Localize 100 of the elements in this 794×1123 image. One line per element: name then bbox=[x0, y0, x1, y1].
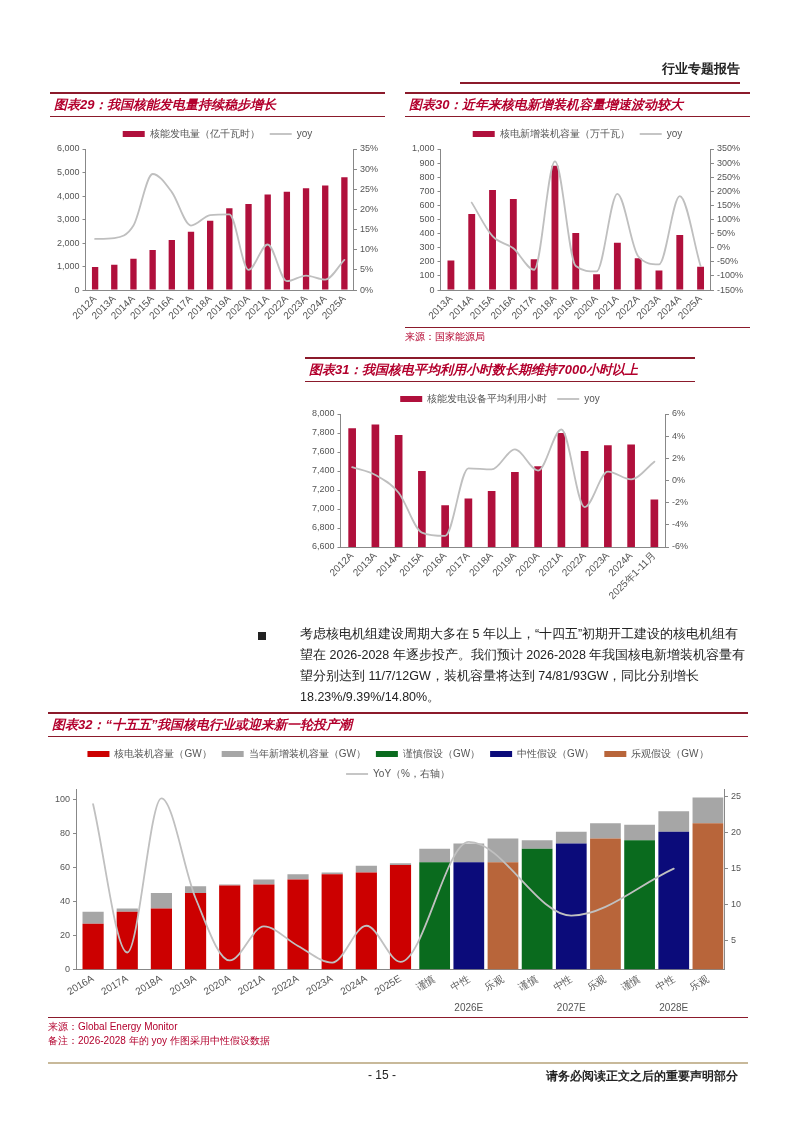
y-tick-label: 1,000 bbox=[411, 143, 435, 154]
y2-tick-label: -100% bbox=[716, 270, 743, 281]
legend-label: YoY（%，右轴） bbox=[373, 767, 450, 779]
y-tick-label: 6,000 bbox=[56, 143, 80, 154]
bar bbox=[419, 848, 451, 863]
line-series bbox=[94, 173, 346, 283]
y-tick-label: 1,000 bbox=[56, 261, 80, 272]
bar bbox=[555, 831, 587, 844]
x-tick-label: 乐观 bbox=[585, 972, 608, 993]
y-tick-label: 7,600 bbox=[311, 446, 335, 457]
source-note: 来源：Global Energy Monitor bbox=[48, 1021, 178, 1032]
bar bbox=[150, 893, 172, 909]
bar bbox=[521, 840, 553, 849]
bar bbox=[624, 824, 655, 841]
y2-tick-label: 350% bbox=[716, 143, 741, 154]
chart-title: 图表31：我国核电平均利用小时数长期维持7000小时以上 bbox=[305, 357, 695, 382]
bar bbox=[116, 908, 138, 912]
y-tick-label: 0 bbox=[74, 284, 80, 295]
y-tick-label: 400 bbox=[419, 228, 435, 239]
line-series bbox=[470, 160, 702, 273]
bar bbox=[184, 893, 207, 970]
y2-tick-label: 10% bbox=[359, 244, 378, 255]
bar bbox=[590, 823, 621, 839]
y-tick-label: 7,400 bbox=[311, 465, 335, 476]
y2-tick-label: 0% bbox=[672, 474, 686, 485]
bar bbox=[187, 231, 195, 290]
bar bbox=[593, 274, 600, 290]
legend-label: 乐观假设（GW） bbox=[631, 747, 709, 759]
bar bbox=[245, 204, 252, 290]
bar bbox=[82, 911, 104, 924]
bar bbox=[184, 886, 207, 894]
y2-tick-label: 25 bbox=[730, 790, 741, 801]
y-tick-label: 900 bbox=[419, 157, 435, 168]
line-series bbox=[351, 428, 656, 537]
y2-tick-label: 0% bbox=[716, 242, 730, 253]
y-tick-label: 0 bbox=[65, 964, 71, 975]
bar bbox=[355, 872, 377, 970]
bar bbox=[253, 884, 275, 970]
legend-label: 中性假设（GW） bbox=[517, 747, 595, 759]
x-tick-label: 中性 bbox=[550, 972, 574, 993]
bar bbox=[509, 199, 517, 290]
y2-tick-label: 100% bbox=[716, 214, 741, 225]
bar bbox=[692, 797, 724, 824]
y2-tick-label: 200% bbox=[716, 185, 741, 196]
legend-label: 谨慎假设（GW） bbox=[402, 747, 481, 759]
chart-title: 图表32：“十五五”我国核电行业或迎来新一轮投产潮 bbox=[48, 712, 748, 737]
bar bbox=[489, 189, 496, 290]
bar bbox=[283, 191, 291, 290]
bar bbox=[226, 208, 233, 290]
text: 2028E bbox=[659, 1001, 689, 1013]
bar bbox=[91, 267, 99, 290]
bar bbox=[419, 862, 451, 970]
legend-label: yoy bbox=[296, 127, 313, 139]
bar bbox=[697, 266, 705, 290]
bar bbox=[207, 220, 214, 290]
y2-tick-label: -2% bbox=[672, 497, 689, 508]
bar bbox=[572, 232, 580, 290]
bar bbox=[487, 838, 519, 863]
bar bbox=[130, 258, 137, 290]
bar bbox=[355, 865, 377, 873]
bar bbox=[521, 848, 553, 970]
line-series bbox=[92, 797, 675, 964]
y2-tick-label: 2% bbox=[672, 452, 686, 463]
y2-tick-label: 6% bbox=[672, 408, 686, 419]
y2-tick-label: 10 bbox=[730, 899, 741, 910]
legend-label: 核能发电量（亿千瓦时） bbox=[148, 127, 260, 139]
y-tick-label: 6,600 bbox=[311, 541, 335, 552]
bar bbox=[322, 185, 329, 290]
bar bbox=[219, 885, 241, 970]
legend-label: 核电新增装机容量（万千瓦） bbox=[498, 127, 630, 139]
y2-tick-label: 20 bbox=[730, 826, 741, 837]
y2-tick-label: 4% bbox=[672, 430, 686, 441]
source-note: 来源：国家能源局 bbox=[405, 327, 750, 344]
y2-tick-label: 150% bbox=[716, 199, 741, 210]
y2-tick-label: -6% bbox=[672, 541, 689, 552]
bar bbox=[487, 862, 519, 970]
y2-tick-label: 15% bbox=[359, 224, 378, 235]
y-tick-label: 500 bbox=[419, 214, 435, 225]
legend-label: 当年新增装机容量（GW） bbox=[248, 747, 366, 759]
y-tick-label: 300 bbox=[419, 242, 435, 253]
text: 行业专题报告 bbox=[460, 60, 740, 84]
y-tick-label: 800 bbox=[419, 171, 435, 182]
bar bbox=[82, 923, 104, 970]
bar bbox=[555, 843, 587, 970]
y2-tick-label: 50% bbox=[716, 228, 735, 239]
legend-label: yoy bbox=[666, 127, 683, 139]
chart-title: 图表30：近年来核电新增装机容量增速波动较大 bbox=[405, 92, 750, 117]
y2-tick-label: 30% bbox=[359, 163, 378, 174]
y2-tick-label: 5 bbox=[730, 935, 736, 946]
y-tick-label: 2,000 bbox=[56, 237, 80, 248]
text: 备注：2026-2028 年的 yoy 作图采用中性假设数据 bbox=[48, 1035, 270, 1046]
y-tick-label: 200 bbox=[419, 256, 435, 267]
y2-tick-label: 20% bbox=[359, 203, 378, 214]
bar bbox=[634, 258, 642, 290]
bar bbox=[658, 811, 690, 832]
bar bbox=[447, 260, 455, 290]
y2-tick-label: 5% bbox=[359, 264, 373, 275]
bar bbox=[389, 864, 412, 970]
bar bbox=[149, 250, 156, 290]
y-tick-label: 700 bbox=[419, 185, 435, 196]
